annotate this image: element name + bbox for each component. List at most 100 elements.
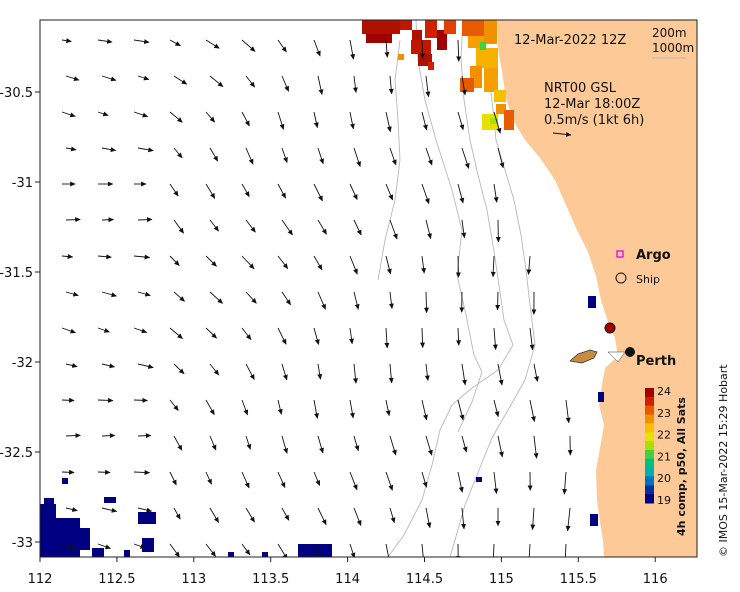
colorbar-swatch xyxy=(645,485,654,495)
lon-tick-label: 116 xyxy=(643,572,668,587)
colorbar-swatch xyxy=(645,388,654,398)
lat-tick-label: -32.5 xyxy=(0,446,33,461)
current-vector xyxy=(385,183,394,201)
lon-tick-label: 112.5 xyxy=(98,572,135,587)
current-vector xyxy=(137,433,152,439)
current-vector xyxy=(313,543,322,557)
current-vector xyxy=(497,147,505,169)
current-vector xyxy=(137,291,151,297)
colorbar-swatch xyxy=(645,414,654,424)
lon-tick-label: 114 xyxy=(335,572,360,587)
current-vector xyxy=(385,255,392,275)
current-vector xyxy=(529,399,536,422)
current-vector xyxy=(209,435,217,451)
current-vector xyxy=(349,327,354,345)
colorbar-tick-label: 22 xyxy=(657,429,671,442)
current-vector xyxy=(385,471,394,491)
sst-colorbar xyxy=(645,388,654,504)
current-vector xyxy=(349,183,358,201)
current-vector xyxy=(384,39,390,58)
current-vector xyxy=(281,507,290,521)
current-vector xyxy=(456,39,462,62)
current-vector xyxy=(61,254,74,260)
current-vector xyxy=(97,111,109,117)
current-vector xyxy=(528,543,531,557)
station-marker xyxy=(604,322,616,334)
current-vector xyxy=(277,399,283,415)
current-vector xyxy=(245,363,255,381)
current-vector xyxy=(173,507,181,520)
colorbar-caption: 4h comp, p50, All Sats xyxy=(675,397,688,536)
current-vector xyxy=(277,183,286,199)
current-vector xyxy=(245,507,255,523)
current-vector xyxy=(209,219,219,232)
current-vector xyxy=(492,543,495,557)
current-vector xyxy=(313,111,319,129)
current-vector xyxy=(65,363,78,368)
current-vector xyxy=(137,217,153,223)
current-vector xyxy=(425,507,432,529)
current-vector xyxy=(209,363,220,376)
lon-tick-label: 115 xyxy=(489,572,514,587)
current-vector xyxy=(313,471,321,486)
credit-label: © IMOS 15-Mar-2022 15:29 Hobart xyxy=(717,364,730,557)
current-vector xyxy=(101,507,118,513)
current-vector xyxy=(133,254,151,260)
current-vector xyxy=(241,399,249,416)
current-vector xyxy=(65,146,77,152)
isobath-label-200m: 200m xyxy=(652,26,687,40)
current-vector xyxy=(353,147,361,168)
current-vector xyxy=(133,469,151,475)
estuary xyxy=(607,351,626,363)
vector-scale-arrow xyxy=(552,131,572,137)
current-vector xyxy=(245,219,256,233)
current-vector xyxy=(421,255,427,274)
current-vector xyxy=(205,327,217,339)
current-vector xyxy=(461,363,467,386)
vector-scale-label: 0.5m/s (1kt 6h) xyxy=(544,113,644,128)
current-vector xyxy=(277,255,289,269)
perth-marker-icon xyxy=(625,347,635,357)
current-vector xyxy=(389,219,398,240)
current-vector xyxy=(137,147,154,153)
current-vector xyxy=(353,291,360,310)
current-vector xyxy=(461,147,470,169)
current-vector xyxy=(421,471,428,488)
current-vector xyxy=(388,75,394,95)
latitude-axis: -30.5 -31 -31.5 -32 -32.5 -33 xyxy=(0,86,40,551)
current-vector xyxy=(389,147,397,166)
current-vector xyxy=(526,255,532,275)
current-vector xyxy=(61,469,75,475)
current-vector xyxy=(533,435,539,459)
current-vector xyxy=(457,183,465,204)
colorbar-swatch xyxy=(645,396,654,407)
current-vector xyxy=(133,543,146,549)
current-vector xyxy=(349,111,355,130)
current-vector xyxy=(97,469,111,475)
colorbar-swatch xyxy=(645,458,654,469)
current-vector xyxy=(495,291,501,311)
current-vector xyxy=(420,327,426,349)
lon-tick-label: 114.5 xyxy=(406,572,443,587)
current-vector xyxy=(530,507,536,531)
isobath-outer xyxy=(377,39,401,281)
current-vector xyxy=(421,543,424,557)
colorbar-tick-label: 20 xyxy=(657,472,671,485)
current-vector xyxy=(313,327,320,345)
current-vector xyxy=(497,435,504,458)
current-vector xyxy=(61,543,76,550)
current-vector xyxy=(61,38,72,44)
colorbar-swatch xyxy=(645,432,654,442)
current-vector xyxy=(497,363,504,386)
current-vector xyxy=(349,39,356,60)
model-valid-time: 12-Mar 18:00Z xyxy=(544,97,640,112)
sst-pixels-south xyxy=(40,296,604,557)
current-vector xyxy=(457,399,465,421)
current-vector xyxy=(317,219,327,235)
current-vector xyxy=(562,471,568,495)
current-vector xyxy=(133,327,148,334)
current-vector xyxy=(205,39,220,49)
current-vector xyxy=(421,399,428,421)
current-vector xyxy=(209,507,219,523)
current-vector xyxy=(61,327,76,334)
